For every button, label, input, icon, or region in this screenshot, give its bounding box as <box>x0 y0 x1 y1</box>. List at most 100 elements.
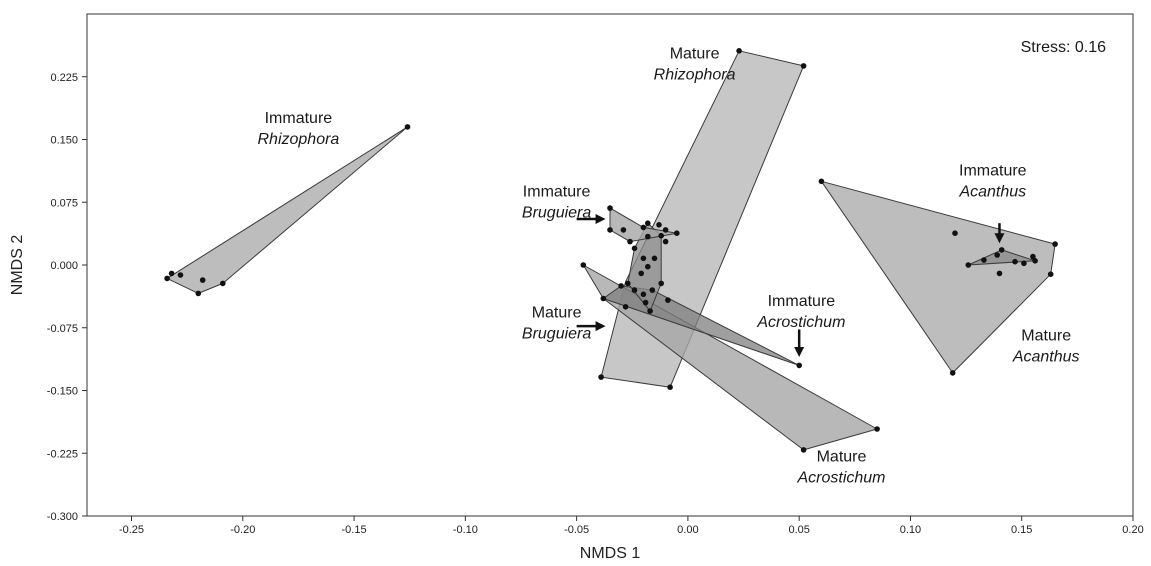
immature-acanthus-arrow-head <box>994 233 1005 244</box>
mature-bruguiera-label-line: Bruguiera <box>522 326 591 343</box>
immature-bruguiera-label: Immature Bruguiera <box>522 183 591 221</box>
immature-rhizophora-point <box>199 277 206 283</box>
mature-bruguiera-point <box>645 263 651 270</box>
mature-bruguiera-point <box>647 308 653 314</box>
mature-acrostichum-point <box>874 426 880 432</box>
immature-acrostichum-point <box>796 362 802 369</box>
mature-rhizophora-label-line: Mature <box>670 45 720 62</box>
immature-bruguiera-label-line: Bruguiera <box>522 204 591 221</box>
immature-rhizophora-label: Immature Rhizophora <box>257 110 339 148</box>
mature-bruguiera-point <box>658 280 664 287</box>
immature-bruguiera-arrow-head <box>595 213 606 224</box>
y-tick-label: 0.075 <box>50 197 78 209</box>
mature-bruguiera-point <box>638 270 644 277</box>
mature-rhizophora-point <box>800 63 807 69</box>
immature-acrostichum-point <box>618 283 624 289</box>
mature-bruguiera-label: Mature Bruguiera <box>522 305 591 343</box>
mature-acrostichum-point <box>580 262 587 268</box>
mature-acrostichum-label: Mature Acrostichum <box>796 449 885 487</box>
immature-bruguiera-point <box>662 227 669 233</box>
mature-acrostichum-label-line: Mature <box>817 449 867 466</box>
immature-acrostichum-arrow-head <box>794 347 805 358</box>
immature-rhizophora-point <box>177 272 184 278</box>
immature-acanthus-point <box>981 257 987 263</box>
mature-bruguiera-point <box>651 255 658 262</box>
stress-label: Stress: 0.16 <box>1021 39 1106 56</box>
immature-acrostichum-label-line: Immature <box>768 293 836 310</box>
x-tick-label: 0.05 <box>788 524 809 536</box>
immature-acrostichum-arrow <box>794 329 805 358</box>
immature-acanthus-point <box>1032 258 1038 264</box>
immature-rhizophora-point <box>168 270 175 277</box>
immature-acanthus-label-line: Immature <box>959 163 1027 180</box>
y-tick-label: -0.300 <box>47 511 78 523</box>
immature-bruguiera-point <box>640 224 647 231</box>
x-tick-label: -0.15 <box>342 524 367 536</box>
immature-rhizophora-point <box>404 124 411 130</box>
immature-rhizophora-point <box>164 275 170 282</box>
y-axis-title: NMDS 2 <box>9 235 26 296</box>
mature-bruguiera-point <box>642 299 649 306</box>
immature-acanthus-label-line: Acanthus <box>958 184 1026 201</box>
mature-acanthus-point <box>996 270 1003 277</box>
mature-rhizophora-label-line: Rhizophora <box>654 66 736 83</box>
mature-acanthus-point <box>952 230 958 236</box>
x-tick-label: -0.20 <box>230 524 255 536</box>
mature-bruguiera-point <box>631 287 638 293</box>
mature-rhizophora-label: Mature Rhizophora <box>654 45 736 83</box>
immature-bruguiera-point <box>656 222 662 228</box>
immature-acanthus-point <box>1012 258 1018 265</box>
immature-rhizophora-hull <box>166 126 408 294</box>
mature-acrostichum-label-line: Acrostichum <box>796 470 885 487</box>
mature-acrostichum-point <box>665 297 671 303</box>
mature-acrostichum-point <box>800 447 807 453</box>
mature-acanthus-label-line: Mature <box>1021 327 1071 344</box>
immature-acrostichum-label: Immature Acrostichum <box>756 293 845 331</box>
mature-acanthus-label-line: Acanthus <box>1012 348 1080 365</box>
immature-acanthus-point <box>998 247 1005 253</box>
mature-rhizophora-point <box>667 384 673 391</box>
immature-bruguiera-point <box>607 205 613 211</box>
mature-rhizophora-point <box>736 48 742 54</box>
immature-bruguiera-point <box>662 238 669 245</box>
mature-bruguiera-point <box>631 245 638 252</box>
x-axis-title: NMDS 1 <box>580 545 641 562</box>
y-tick-label: -0.150 <box>47 386 78 398</box>
mature-bruguiera-point <box>645 220 651 226</box>
group-points <box>164 48 1058 453</box>
immature-acanthus-point <box>994 252 1000 258</box>
mature-bruguiera-point <box>658 232 664 239</box>
x-tick-label: -0.05 <box>564 524 589 536</box>
immature-acanthus-label: Immature Acanthus <box>958 163 1026 201</box>
x-tick-label: -0.10 <box>453 524 478 536</box>
immature-bruguiera-point <box>620 227 627 233</box>
group-hulls <box>166 50 1056 451</box>
mature-acanthus-point <box>1052 241 1058 247</box>
y-tick-label: 0.000 <box>50 260 78 272</box>
immature-bruguiera-arrow <box>576 213 606 224</box>
y-tick-label: 0.150 <box>50 135 78 147</box>
immature-acrostichum-label-line: Acrostichum <box>756 314 845 331</box>
immature-acanthus-point <box>1021 260 1027 267</box>
immature-rhizophora-point <box>220 280 226 287</box>
immature-acrostichum-point <box>600 295 607 302</box>
x-tick-label: 0.15 <box>1011 524 1032 536</box>
immature-acanthus-arrow <box>994 223 1005 244</box>
mature-acanthus-point <box>1047 271 1054 278</box>
immature-bruguiera-label-line: Immature <box>523 183 591 200</box>
mature-bruguiera-arrow-head <box>595 321 606 332</box>
mature-rhizophora-point <box>598 374 604 380</box>
x-tick-label: 0.10 <box>900 524 921 536</box>
immature-bruguiera-point <box>627 238 633 245</box>
mature-acanthus-label: Mature Acanthus <box>1012 327 1080 365</box>
immature-rhizophora-label-line: Immature <box>265 110 333 127</box>
immature-rhizophora-label-line: Rhizophora <box>257 131 339 148</box>
immature-acanthus-point <box>965 262 972 268</box>
mature-acanthus-point <box>818 178 825 185</box>
annotation-arrows <box>576 213 1005 358</box>
mature-bruguiera-point <box>625 280 631 287</box>
y-tick-label: 0.225 <box>50 72 78 84</box>
y-tick-label: -0.225 <box>47 448 78 460</box>
